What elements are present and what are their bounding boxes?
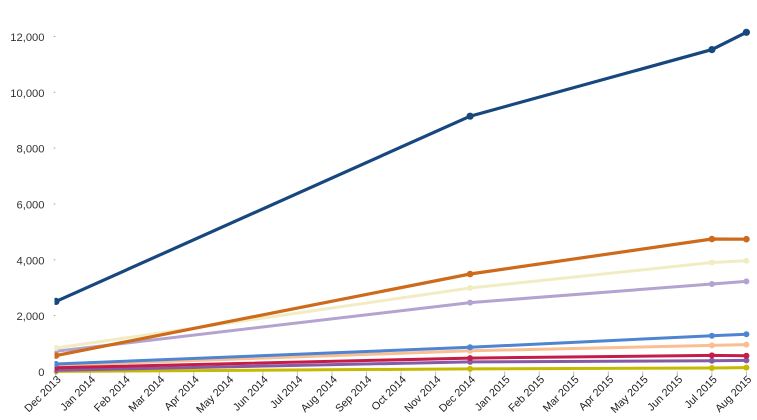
- svg-text:8,000: 8,000: [17, 144, 45, 156]
- svg-text:0: 0: [38, 367, 44, 379]
- svg-text:4,000: 4,000: [17, 255, 45, 267]
- svg-text:12,000: 12,000: [10, 32, 44, 44]
- svg-text:10,000: 10,000: [10, 88, 44, 100]
- svg-text:2,000: 2,000: [17, 311, 45, 323]
- svg-text:6,000: 6,000: [17, 200, 45, 212]
